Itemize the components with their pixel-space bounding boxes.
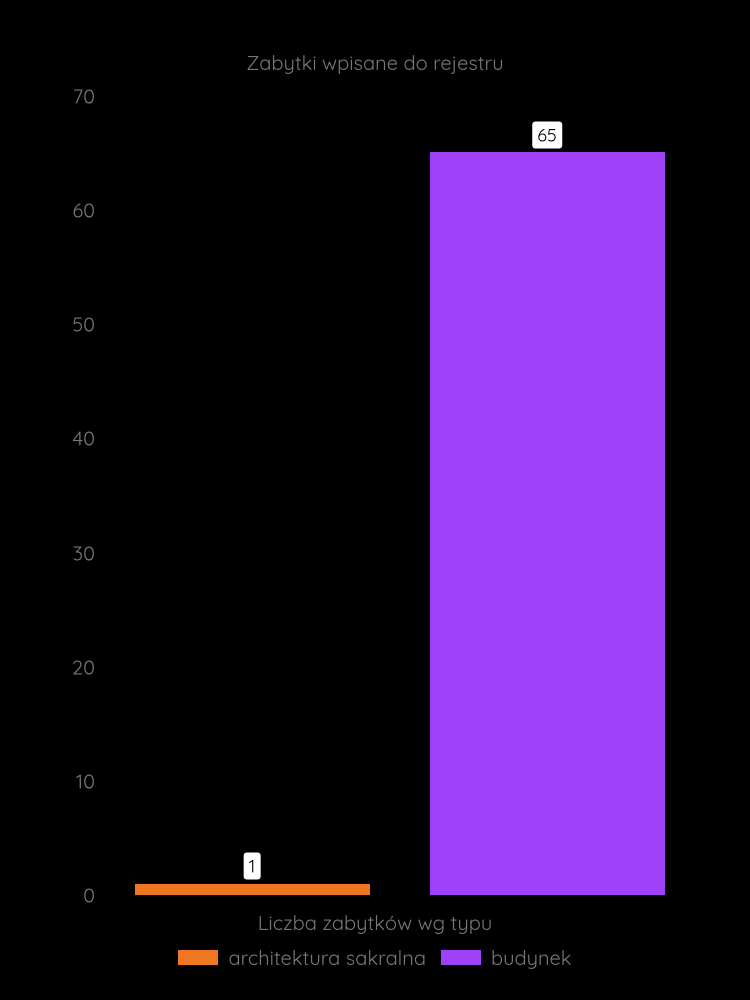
legend-label-2: budynek bbox=[491, 945, 572, 970]
y-tick-10: 10 bbox=[60, 769, 95, 794]
legend-swatch-2 bbox=[441, 950, 481, 965]
legend: architektura sakralna budynek bbox=[0, 945, 750, 970]
chart-title: Zabytki wpisane do rejestru bbox=[0, 50, 750, 75]
y-tick-50: 50 bbox=[60, 312, 95, 337]
legend-swatch-1 bbox=[178, 950, 218, 965]
y-tick-70: 70 bbox=[60, 84, 95, 109]
legend-item-architektura: architektura sakralna bbox=[178, 945, 425, 970]
y-tick-60: 60 bbox=[60, 198, 95, 223]
chart-container: Zabytki wpisane do rejestru 0 10 20 30 4… bbox=[0, 0, 750, 1000]
x-axis-label: Liczba zabytków wg typu bbox=[0, 910, 750, 935]
plot-area: 1 65 bbox=[105, 95, 695, 895]
y-tick-0: 0 bbox=[60, 883, 95, 908]
y-tick-30: 30 bbox=[60, 541, 95, 566]
bar-budynek bbox=[430, 152, 665, 895]
bar-label-1: 1 bbox=[244, 853, 261, 880]
legend-label-1: architektura sakralna bbox=[228, 945, 425, 970]
y-tick-40: 40 bbox=[60, 426, 95, 451]
bar-label-65: 65 bbox=[532, 122, 562, 149]
y-tick-20: 20 bbox=[60, 655, 95, 680]
bar-architektura-sakralna bbox=[135, 884, 370, 895]
legend-item-budynek: budynek bbox=[441, 945, 572, 970]
